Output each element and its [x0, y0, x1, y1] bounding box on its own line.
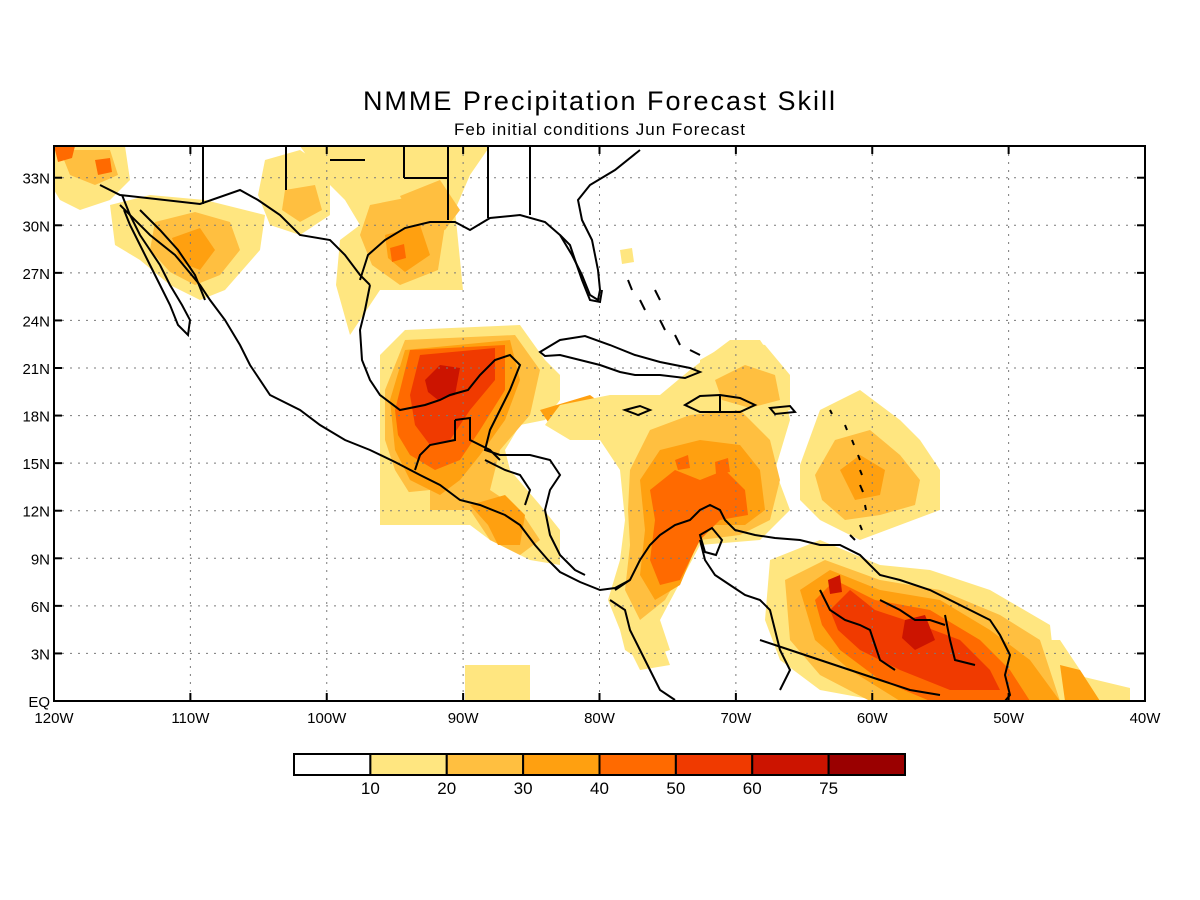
colorbar-label: 10 [361, 779, 380, 798]
colorbar-label: 50 [666, 779, 685, 798]
lat-tick-label: 6N [31, 599, 50, 616]
lat-tick-label: 3N [31, 646, 50, 663]
lon-tick-label: 50W [993, 710, 1025, 727]
colorbar-segment [827, 753, 906, 776]
map-grid [54, 146, 1145, 701]
lon-tick-label: 110W [171, 710, 210, 727]
coastlines [99, 146, 1012, 701]
map-subtitle: Feb initial conditions Jun Forecast [453, 120, 747, 139]
lon-tick-label: 90W [448, 710, 480, 727]
lon-tick-label: 100W [307, 710, 347, 727]
lat-tick-label: 33N [22, 171, 50, 188]
colorbar-label: 20 [437, 779, 456, 798]
lon-tick-label: 40W [1130, 710, 1162, 727]
lat-tick-label: 12N [22, 504, 50, 521]
colorbar-label: 40 [590, 779, 609, 798]
lon-tick-label: 120W [34, 710, 74, 727]
lat-tick-label: EQ [28, 694, 50, 711]
colorbar-label: 75 [819, 779, 838, 798]
lat-tick-label: 15N [22, 456, 50, 473]
lon-tick-label: 60W [857, 710, 889, 727]
lat-tick-label: 30N [22, 218, 50, 235]
skill-shading [54, 146, 1130, 701]
lat-tick-label: 21N [22, 361, 50, 378]
colorbar-segment [369, 753, 448, 776]
colorbar-segment [598, 753, 677, 776]
colorbar-label: 30 [514, 779, 533, 798]
map-title: NMME Precipitation Forecast Skill [362, 86, 838, 116]
colorbar-segment [751, 753, 830, 776]
lat-tick-label: 9N [31, 551, 50, 568]
colorbar-label: 60 [743, 779, 762, 798]
colorbar-segment [445, 753, 525, 776]
lat-tick-label: 18N [22, 409, 50, 426]
lat-tick-label: 24N [22, 313, 50, 330]
colorbar: 10 20 30 40 50 60 75 [293, 753, 906, 798]
colorbar-segment [293, 753, 372, 776]
colorbar-segment [522, 753, 601, 776]
lat-tick-label: 27N [22, 266, 50, 283]
map-axes: 120W 110W 100W 90W 80W 70W 60W 50W 40W EQ 3N 6N 9N 12… [22, 146, 1161, 727]
lon-tick-label: 80W [584, 710, 616, 727]
colorbar-segment [674, 753, 754, 776]
lon-tick-label: 70W [720, 710, 752, 727]
